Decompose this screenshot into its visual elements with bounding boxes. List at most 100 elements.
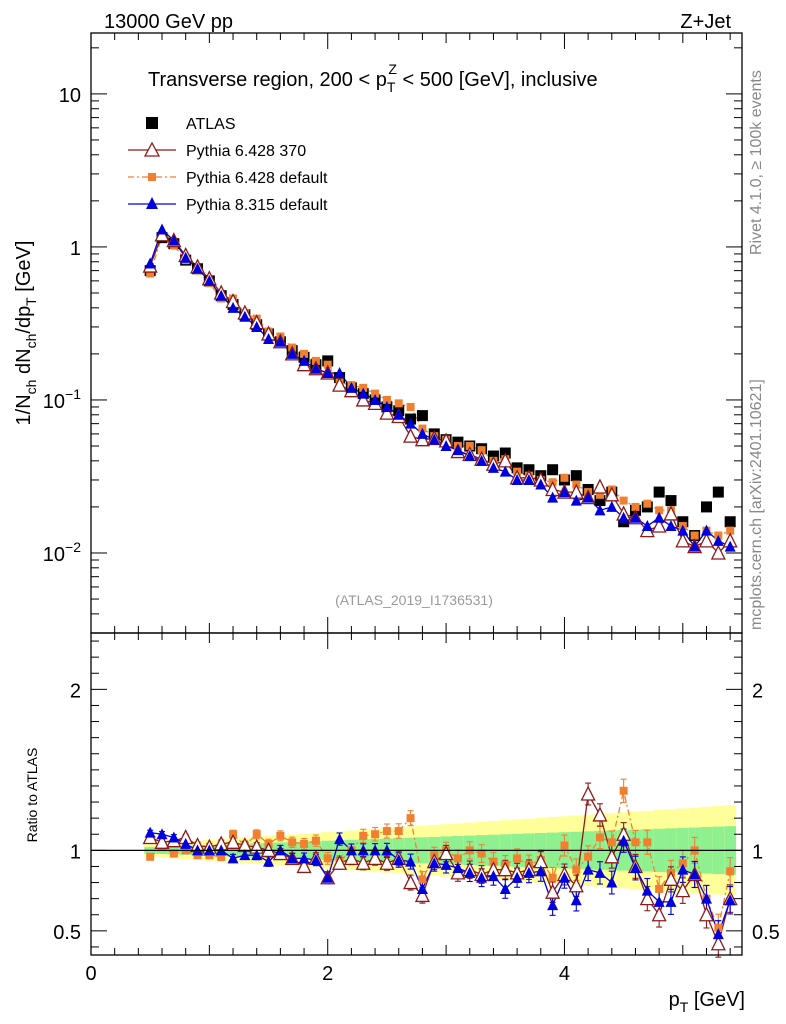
point-ratio	[513, 854, 522, 863]
point-ratio	[665, 895, 677, 907]
point-ratio	[631, 838, 640, 847]
point-main	[535, 478, 547, 490]
point-ratio	[394, 827, 403, 836]
point-ratio	[712, 928, 724, 940]
ratio-y-tick-label-right: 2	[752, 680, 763, 702]
point-main	[523, 473, 535, 485]
point-ratio	[323, 854, 332, 863]
point-main	[355, 391, 371, 407]
point-main	[547, 491, 559, 503]
point-main	[675, 532, 691, 548]
point-ratio	[643, 838, 652, 847]
point-main	[428, 433, 440, 445]
x-tick-label: 4	[559, 963, 570, 985]
mcplots-label: mcplots.cern.ch [arXiv:2401.10621]	[748, 379, 765, 630]
point-ratio	[651, 906, 667, 922]
point-ratio	[499, 882, 511, 894]
point-main	[381, 400, 393, 412]
point-ratio	[251, 849, 263, 861]
point-ratio	[414, 886, 430, 903]
main-y-tick-label: 10	[59, 85, 81, 107]
point-ratio	[677, 863, 689, 875]
ratio-y-tick-label: 0.5	[53, 922, 81, 944]
point-ratio	[405, 855, 417, 867]
point-ratio	[332, 854, 348, 870]
main-y-tick-label: 1	[70, 238, 81, 260]
point-main	[322, 367, 334, 379]
point-ratio	[169, 849, 178, 858]
main-data-marks	[142, 223, 738, 560]
point-ratio	[523, 866, 535, 878]
point-ratio	[393, 854, 405, 866]
ratio-y-tick-label: 1	[70, 841, 81, 863]
point-ratio	[604, 848, 620, 864]
point-ratio	[606, 876, 618, 888]
point-ratio	[416, 882, 428, 894]
point-ratio	[584, 852, 593, 861]
point-main	[618, 511, 630, 523]
point-ratio	[655, 884, 664, 893]
legend-marker-py8-default	[146, 197, 158, 209]
point-ratio	[154, 833, 170, 849]
point-main	[465, 442, 474, 451]
point-main	[345, 381, 357, 393]
point-main	[643, 499, 652, 508]
point-ratio	[663, 870, 679, 886]
point-main	[192, 262, 204, 274]
point-ratio	[263, 855, 275, 867]
point-main	[274, 335, 286, 347]
axis-ticks	[90, 33, 742, 955]
point-main	[690, 531, 699, 540]
point-ratio	[310, 854, 322, 866]
point-main	[371, 389, 380, 398]
main-y-tick-label: 10−2	[43, 539, 81, 566]
point-ratio	[710, 935, 726, 951]
point-ratio	[343, 849, 359, 866]
point-main	[726, 526, 735, 535]
legend-label-py6-370: Pythia 6.428 370	[186, 143, 306, 160]
point-ratio	[452, 862, 464, 874]
point-ratio	[535, 865, 547, 877]
point-ratio	[545, 883, 561, 899]
point-atlas	[594, 495, 606, 507]
point-main	[298, 354, 310, 366]
point-main	[477, 446, 486, 455]
point-ratio	[595, 833, 604, 842]
point-main	[286, 347, 298, 359]
ratio-y-axis-title: Ratio to ATLAS	[24, 748, 40, 843]
point-ratio	[619, 786, 628, 795]
point-ratio	[641, 884, 653, 896]
point-main	[263, 333, 275, 345]
title-sub: T	[387, 79, 396, 95]
point-main	[146, 269, 155, 278]
point-main	[653, 511, 665, 523]
point-main	[700, 524, 712, 536]
point-main	[582, 491, 594, 503]
point-main	[619, 496, 628, 505]
point-ratio	[572, 865, 581, 874]
point-ratio	[607, 838, 616, 847]
point-ratio	[476, 871, 488, 883]
title-sup: Z	[388, 61, 397, 77]
point-main	[464, 450, 476, 462]
point-main	[698, 532, 715, 548]
point-main	[180, 251, 192, 263]
main-y-tick-label: 10−1	[43, 386, 81, 413]
point-atlas	[653, 486, 665, 498]
ratio-y-tick-label-right: 0.5	[752, 922, 780, 944]
main-y-axis-title: 1/Nch dNch/dpT [GeV]	[13, 241, 39, 426]
point-main	[710, 544, 726, 560]
legend-label-atlas: ATLAS	[186, 116, 236, 133]
point-ratio	[359, 831, 368, 840]
header-right: Z+Jet	[680, 11, 731, 33]
point-ratio	[367, 849, 383, 866]
point-main	[251, 320, 263, 332]
point-atlas	[416, 410, 428, 422]
point-main	[357, 387, 369, 399]
point-main	[310, 362, 322, 374]
point-main	[156, 223, 168, 235]
ratio-plot-frame	[90, 632, 743, 956]
point-main	[476, 454, 488, 466]
point-ratio	[592, 806, 608, 822]
point-main	[406, 402, 415, 411]
